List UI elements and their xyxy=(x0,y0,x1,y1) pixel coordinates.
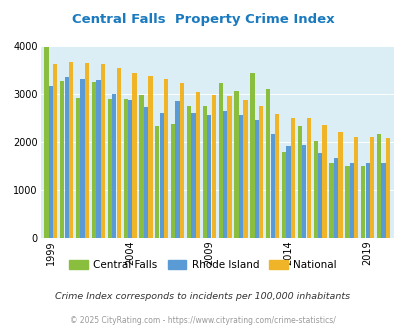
Bar xyxy=(116,68,121,238)
Bar xyxy=(49,86,53,238)
Bar xyxy=(211,95,215,238)
Text: © 2025 CityRating.com - https://www.cityrating.com/crime-statistics/: © 2025 CityRating.com - https://www.city… xyxy=(70,316,335,325)
Bar xyxy=(274,114,279,238)
Bar xyxy=(148,76,152,238)
Bar xyxy=(333,158,337,238)
Bar xyxy=(207,115,211,238)
Bar xyxy=(186,106,191,238)
Bar xyxy=(159,113,164,238)
Bar xyxy=(164,79,168,238)
Bar xyxy=(222,111,227,238)
Bar xyxy=(360,166,364,238)
Bar xyxy=(202,106,207,238)
Bar xyxy=(328,163,333,238)
Bar xyxy=(53,64,58,238)
Bar xyxy=(301,145,306,238)
Bar xyxy=(64,77,69,238)
Bar xyxy=(322,125,326,238)
Bar xyxy=(286,146,290,238)
Bar xyxy=(290,118,294,238)
Bar xyxy=(100,64,105,238)
Bar xyxy=(155,126,159,238)
Bar xyxy=(92,82,96,238)
Bar xyxy=(76,98,80,238)
Bar xyxy=(344,166,349,238)
Bar xyxy=(337,132,342,238)
Bar xyxy=(96,80,100,238)
Bar xyxy=(265,89,270,238)
Bar xyxy=(281,152,286,238)
Bar xyxy=(171,124,175,238)
Bar xyxy=(218,82,222,238)
Bar xyxy=(364,163,369,238)
Bar xyxy=(258,106,263,238)
Text: Central Falls  Property Crime Index: Central Falls Property Crime Index xyxy=(72,13,333,26)
Bar xyxy=(249,73,254,238)
Bar xyxy=(112,94,116,238)
Bar xyxy=(227,96,231,238)
Bar xyxy=(143,108,148,238)
Bar xyxy=(85,63,89,238)
Bar xyxy=(139,94,143,238)
Bar xyxy=(195,92,200,238)
Bar xyxy=(123,99,128,238)
Bar xyxy=(44,47,49,238)
Bar xyxy=(270,134,274,238)
Bar xyxy=(353,137,358,238)
Bar xyxy=(385,138,389,238)
Text: Crime Index corresponds to incidents per 100,000 inhabitants: Crime Index corresponds to incidents per… xyxy=(55,292,350,301)
Bar xyxy=(60,81,64,238)
Bar xyxy=(369,137,373,238)
Bar xyxy=(80,79,85,238)
Bar xyxy=(128,100,132,238)
Bar xyxy=(243,100,247,238)
Bar xyxy=(175,101,179,238)
Bar xyxy=(254,120,258,238)
Bar xyxy=(191,113,195,238)
Bar xyxy=(297,126,301,238)
Bar xyxy=(234,91,238,238)
Bar xyxy=(132,74,136,238)
Bar xyxy=(380,163,385,238)
Bar xyxy=(179,83,184,238)
Bar xyxy=(306,118,310,238)
Bar xyxy=(317,153,322,238)
Bar xyxy=(69,62,73,238)
Bar xyxy=(107,99,112,238)
Bar xyxy=(376,134,380,238)
Bar xyxy=(349,163,353,238)
Bar xyxy=(238,115,243,238)
Legend: Central Falls, Rhode Island, National: Central Falls, Rhode Island, National xyxy=(65,256,340,275)
Bar xyxy=(313,141,317,238)
